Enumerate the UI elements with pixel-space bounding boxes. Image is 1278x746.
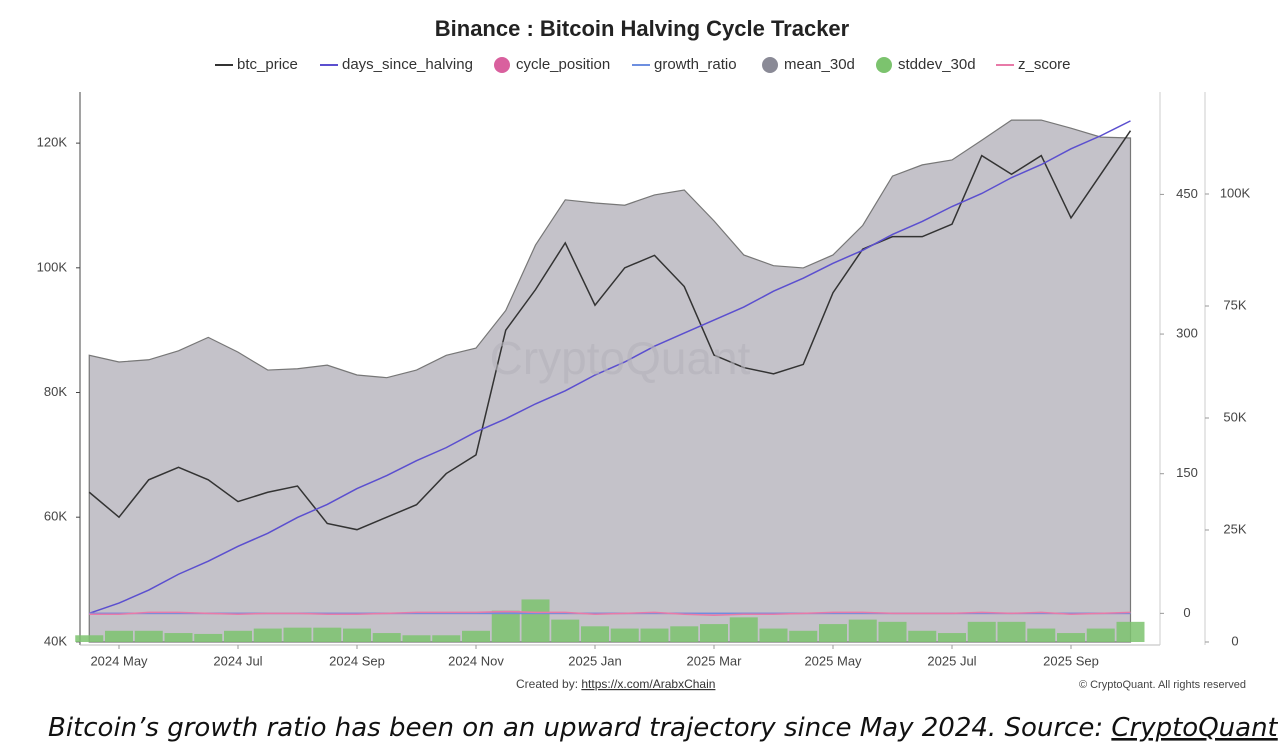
y3-tick-label: 25K	[1223, 521, 1246, 536]
bar	[1086, 628, 1115, 642]
bar	[789, 630, 818, 642]
y2-tick-label: 150	[1176, 465, 1198, 480]
bar	[967, 621, 996, 642]
bar	[134, 630, 163, 642]
legend-label: z_score	[1018, 56, 1071, 73]
bar	[372, 633, 401, 642]
x-tick-label: 2024 Jul	[213, 653, 262, 668]
line	[89, 120, 1131, 615]
bar	[908, 630, 937, 642]
legend-label: btc_price	[237, 56, 298, 73]
caption-link[interactable]: CryptoQuant	[1111, 713, 1278, 743]
bar	[491, 610, 520, 642]
credit-text: Created by:	[516, 677, 581, 691]
bar	[878, 621, 907, 642]
bar	[283, 627, 312, 642]
y-tick-label: 120K	[37, 135, 68, 150]
legend-symbol	[876, 57, 892, 73]
legend-symbol	[762, 57, 778, 73]
bar	[224, 630, 252, 642]
bar	[402, 635, 431, 642]
bar	[640, 628, 669, 642]
credit: Created by: https://x.com/ArabxChain	[516, 677, 715, 691]
bar	[848, 619, 877, 642]
bar	[581, 626, 609, 642]
x-tick-label: 2025 Jul	[927, 653, 976, 668]
caption: Bitcoin’s growth ratio has been on an up…	[48, 713, 1278, 743]
bar	[75, 635, 104, 642]
x-tick-label: 2024 Sep	[329, 653, 385, 668]
copyright: © CryptoQuant. All rights reserved	[1079, 679, 1246, 691]
x-tick-label: 2025 May	[804, 653, 862, 668]
x-tick-label: 2025 Sep	[1043, 653, 1099, 668]
y3-tick-label: 75K	[1223, 297, 1246, 312]
bar	[343, 628, 371, 642]
legend: btc_price days_since_halving cycle_positio…	[215, 56, 1071, 73]
bar	[521, 599, 550, 642]
y2-tick-label: 0	[1183, 605, 1190, 620]
y3-tick-label: 0	[1231, 633, 1238, 648]
x-tick-label: 2025 Mar	[687, 653, 743, 668]
bar	[462, 630, 490, 642]
legend-symbol	[494, 57, 510, 73]
y2-tick-label: 450	[1176, 186, 1198, 201]
line	[89, 610, 1131, 616]
bar	[313, 627, 342, 642]
y-tick-label: 80K	[44, 384, 67, 399]
y-tick-label: 60K	[44, 509, 67, 524]
x-tick-label: 2024 Nov	[448, 653, 504, 668]
bar	[759, 628, 788, 642]
caption-text: Bitcoin’s growth ratio has been on an up…	[48, 713, 1111, 743]
bar	[1116, 621, 1145, 642]
plot-area: 40K 60K 80K 100K 120K 0 150 300 450 0 25K 50K 75K 100…	[37, 92, 1251, 668]
x-tick-label: 2025 Jan	[568, 653, 622, 668]
legend-label: days_since_halving	[342, 56, 473, 73]
bar	[997, 621, 1026, 642]
bar	[432, 635, 461, 642]
legend-label: growth_ratio	[654, 56, 737, 73]
watermark: CryptoQuant	[490, 332, 751, 384]
x-tick-label: 2024 May	[90, 653, 148, 668]
bar	[819, 624, 847, 642]
bar	[253, 628, 282, 642]
bar	[1057, 633, 1085, 642]
bar	[105, 630, 133, 642]
y2-tick-label: 300	[1176, 325, 1198, 340]
bar	[938, 633, 966, 642]
legend-label: cycle_position	[516, 56, 610, 73]
bar	[700, 624, 728, 642]
legend-label: mean_30d	[784, 56, 855, 73]
legend-label: stddev_30d	[898, 56, 976, 73]
bar	[194, 633, 223, 642]
y3-tick-label: 100K	[1220, 185, 1251, 200]
credit-link[interactable]: https://x.com/ArabxChain	[581, 677, 715, 691]
chart-title: Binance : Bitcoin Halving Cycle Tracker	[435, 16, 850, 41]
y-tick-label: 40K	[44, 633, 67, 648]
bar	[729, 617, 758, 642]
bar	[551, 619, 580, 642]
bar	[1027, 628, 1056, 642]
line	[88, 130, 1132, 531]
bar	[670, 626, 699, 642]
y3-tick-label: 50K	[1223, 409, 1246, 424]
y-tick-label: 100K	[37, 259, 68, 274]
area	[88, 119, 1132, 643]
bar	[610, 628, 639, 642]
bar	[164, 633, 193, 642]
